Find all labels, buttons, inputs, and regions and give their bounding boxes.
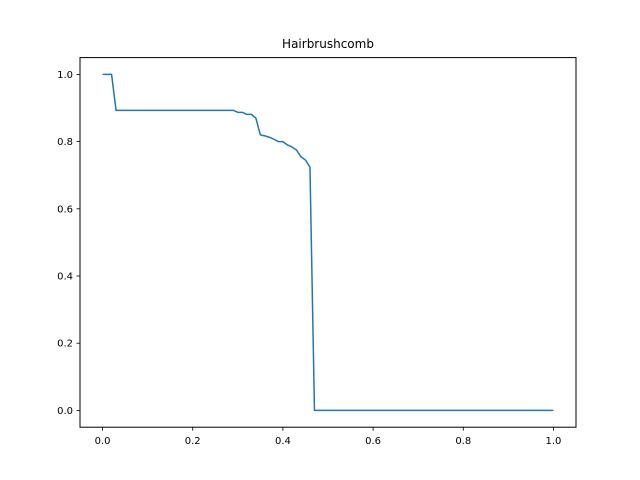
- x-tick-label: 0.0: [95, 436, 111, 447]
- axes-frame: [79, 57, 577, 428]
- x-tick-label: 0.2: [185, 436, 201, 447]
- y-tick-label: 0.8: [57, 137, 73, 148]
- x-tick-label: 0.6: [365, 436, 381, 447]
- y-tick-label: 0.0: [57, 406, 73, 417]
- series-line-0: [102, 73, 554, 412]
- y-tick-label: 0.2: [57, 339, 73, 350]
- axis-ticks: 0.0 0.2 0.4 0.6 0.8 1.0 0.0 0.2 0.4 0.6 0.8 1.0: [57, 70, 561, 447]
- x-tick-label: 1.0: [546, 436, 562, 447]
- x-tick-label: 0.8: [455, 436, 471, 447]
- x-tick-label: 0.4: [275, 436, 291, 447]
- plot-area: [102, 73, 554, 412]
- y-tick-label: 0.4: [57, 272, 73, 283]
- y-tick-label: 1.0: [57, 70, 73, 81]
- y-tick-label: 0.6: [57, 204, 73, 215]
- chart-title: Hairbrushcomb: [282, 37, 374, 51]
